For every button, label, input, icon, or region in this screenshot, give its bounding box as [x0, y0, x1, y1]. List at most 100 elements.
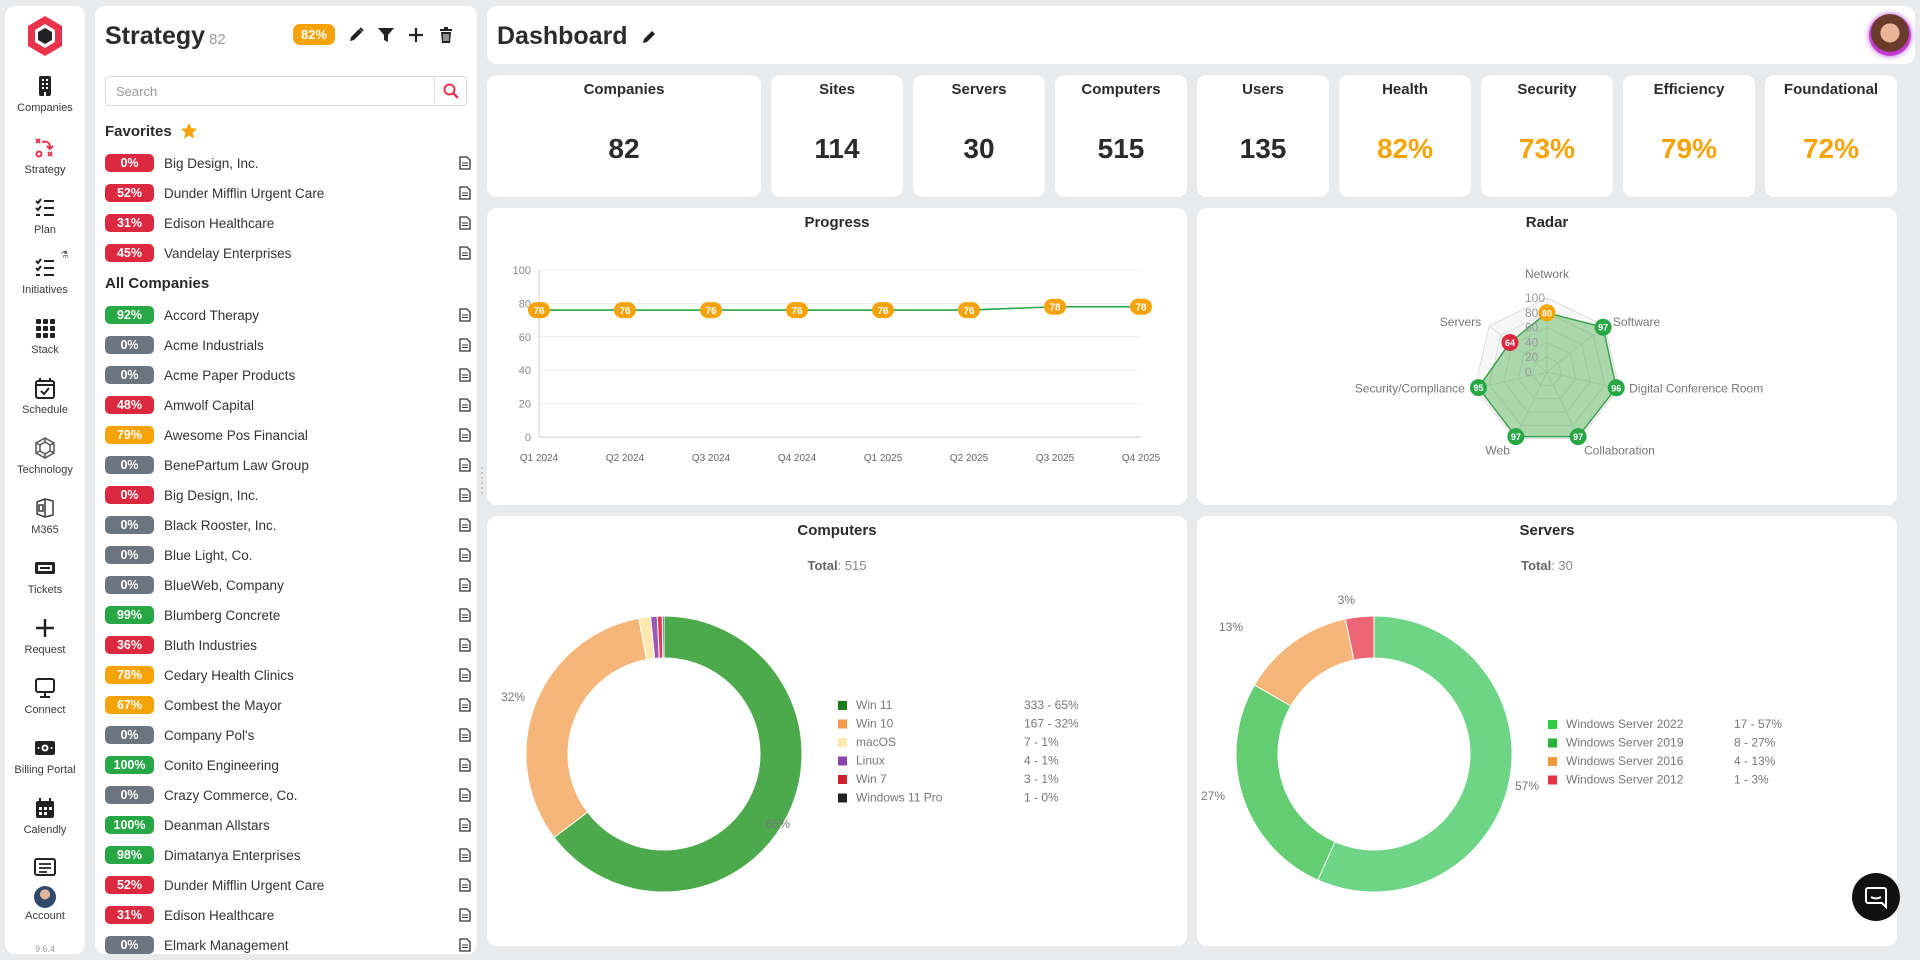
- edit-icon[interactable]: [347, 26, 365, 44]
- list-item[interactable]: 0% BenePartum Law Group: [105, 450, 471, 480]
- stat-card-security[interactable]: Security 73%: [1481, 75, 1613, 197]
- stat-card-health[interactable]: Health 82%: [1339, 75, 1471, 197]
- stat-card-servers[interactable]: Servers 30: [913, 75, 1045, 197]
- company-name[interactable]: Acme Industrials: [164, 337, 264, 353]
- report-icon[interactable]: [459, 246, 471, 260]
- edit-title-icon[interactable]: [640, 28, 658, 46]
- company-name[interactable]: Edison Healthcare: [164, 215, 275, 231]
- company-name[interactable]: Big Design, Inc.: [164, 487, 259, 503]
- report-icon[interactable]: [459, 638, 471, 652]
- company-name[interactable]: Black Rooster, Inc.: [164, 517, 277, 533]
- list-item[interactable]: 78% Cedary Health Clinics: [105, 660, 471, 690]
- company-name[interactable]: Cedary Health Clinics: [164, 667, 294, 683]
- nav-item-m365[interactable]: M365: [5, 496, 85, 552]
- list-item[interactable]: 0% Big Design, Inc.: [105, 148, 471, 178]
- company-name[interactable]: Big Design, Inc.: [164, 155, 259, 171]
- search-input[interactable]: [106, 77, 426, 105]
- company-name[interactable]: Crazy Commerce, Co.: [164, 787, 298, 803]
- user-avatar[interactable]: [1869, 14, 1911, 56]
- nav-item-technology[interactable]: Technology: [5, 436, 85, 492]
- list-item[interactable]: 0% Black Rooster, Inc.: [105, 510, 471, 540]
- list-item[interactable]: 0% BlueWeb, Company: [105, 570, 471, 600]
- list-item[interactable]: 0% Acme Paper Products: [105, 360, 471, 390]
- list-item[interactable]: 0% Company Pol's: [105, 720, 471, 750]
- company-name[interactable]: Combest the Mayor: [164, 697, 282, 713]
- report-icon[interactable]: [459, 518, 471, 532]
- report-icon[interactable]: [459, 938, 471, 952]
- nav-item-request[interactable]: Request: [5, 616, 85, 672]
- company-name[interactable]: BenePartum Law Group: [164, 457, 309, 473]
- report-icon[interactable]: [459, 186, 471, 200]
- report-icon[interactable]: [459, 818, 471, 832]
- list-item[interactable]: 92% Accord Therapy: [105, 300, 471, 330]
- list-item[interactable]: 79% Awesome Pos Financial: [105, 420, 471, 450]
- report-icon[interactable]: [459, 156, 471, 170]
- company-name[interactable]: Accord Therapy: [164, 307, 260, 323]
- company-name[interactable]: Edison Healthcare: [164, 907, 275, 923]
- list-item[interactable]: 52% Dunder Mifflin Urgent Care: [105, 870, 471, 900]
- company-name[interactable]: Conito Engineering: [164, 757, 279, 773]
- stat-card-users[interactable]: Users 135: [1197, 75, 1329, 197]
- company-name[interactable]: Amwolf Capital: [164, 397, 255, 413]
- report-icon[interactable]: [459, 578, 471, 592]
- add-icon[interactable]: [407, 26, 425, 44]
- nav-item-companies[interactable]: Companies: [5, 74, 85, 130]
- nav-item-billing-portal[interactable]: Billing Portal: [5, 736, 85, 792]
- company-name[interactable]: Company Pol's: [164, 727, 255, 743]
- company-name[interactable]: Deanman Allstars: [164, 817, 270, 833]
- list-item[interactable]: 52% Dunder Mifflin Urgent Care: [105, 178, 471, 208]
- company-name[interactable]: Awesome Pos Financial: [164, 427, 308, 443]
- list-item[interactable]: 31% Edison Healthcare: [105, 208, 471, 238]
- report-icon[interactable]: [459, 428, 471, 442]
- report-icon[interactable]: [459, 308, 471, 322]
- report-icon[interactable]: [459, 398, 471, 412]
- company-name[interactable]: Vandelay Enterprises: [164, 245, 292, 261]
- panel-resize-handle[interactable]: [480, 466, 484, 496]
- chat-button[interactable]: [1852, 873, 1900, 921]
- app-logo-icon[interactable]: [25, 14, 65, 58]
- list-item[interactable]: 98% Dimatanya Enterprises: [105, 840, 471, 870]
- company-name[interactable]: Dimatanya Enterprises: [164, 847, 301, 863]
- report-icon[interactable]: [459, 698, 471, 712]
- report-icon[interactable]: [459, 908, 471, 922]
- report-icon[interactable]: [459, 668, 471, 682]
- report-icon[interactable]: [459, 368, 471, 382]
- list-item[interactable]: 0% Acme Industrials: [105, 330, 471, 360]
- list-item[interactable]: 0% Big Design, Inc.: [105, 480, 471, 510]
- list-item[interactable]: 100% Conito Engineering: [105, 750, 471, 780]
- stat-card-foundational[interactable]: Foundational 72%: [1765, 75, 1897, 197]
- nav-item-calendly[interactable]: Calendly: [5, 796, 85, 852]
- report-icon[interactable]: [459, 488, 471, 502]
- report-icon[interactable]: [459, 758, 471, 772]
- nav-item-schedule[interactable]: Schedule: [5, 376, 85, 432]
- nav-item-plan[interactable]: Plan: [5, 196, 85, 252]
- company-name[interactable]: Dunder Mifflin Urgent Care: [164, 877, 325, 893]
- company-name[interactable]: Bluth Industries: [164, 637, 258, 653]
- list-item[interactable]: 100% Deanman Allstars: [105, 810, 471, 840]
- stat-card-efficiency[interactable]: Efficiency 79%: [1623, 75, 1755, 197]
- list-item[interactable]: 45% Vandelay Enterprises: [105, 238, 471, 268]
- report-icon[interactable]: [459, 608, 471, 622]
- search-button[interactable]: [434, 77, 466, 105]
- filter-icon[interactable]: [377, 26, 395, 44]
- trash-icon[interactable]: [437, 26, 455, 44]
- company-name[interactable]: Elmark Management: [164, 937, 289, 953]
- report-icon[interactable]: [459, 216, 471, 230]
- nav-item-initiatives[interactable]: Initiatives ⚗: [5, 250, 85, 312]
- nav-item-account[interactable]: Account: [5, 856, 85, 922]
- list-item[interactable]: 99% Blumberg Concrete: [105, 600, 471, 630]
- report-icon[interactable]: [459, 788, 471, 802]
- nav-item-connect[interactable]: Connect: [5, 676, 85, 732]
- list-item[interactable]: 0% Crazy Commerce, Co.: [105, 780, 471, 810]
- nav-item-tickets[interactable]: Tickets: [5, 556, 85, 612]
- list-item[interactable]: 67% Combest the Mayor: [105, 690, 471, 720]
- list-item[interactable]: 0% Elmark Management: [105, 930, 471, 954]
- report-icon[interactable]: [459, 878, 471, 892]
- stat-card-companies[interactable]: Companies 82: [487, 75, 761, 197]
- report-icon[interactable]: [459, 548, 471, 562]
- list-item[interactable]: 31% Edison Healthcare: [105, 900, 471, 930]
- report-icon[interactable]: [459, 458, 471, 472]
- report-icon[interactable]: [459, 338, 471, 352]
- company-name[interactable]: Blumberg Concrete: [164, 607, 281, 623]
- report-icon[interactable]: [459, 848, 471, 862]
